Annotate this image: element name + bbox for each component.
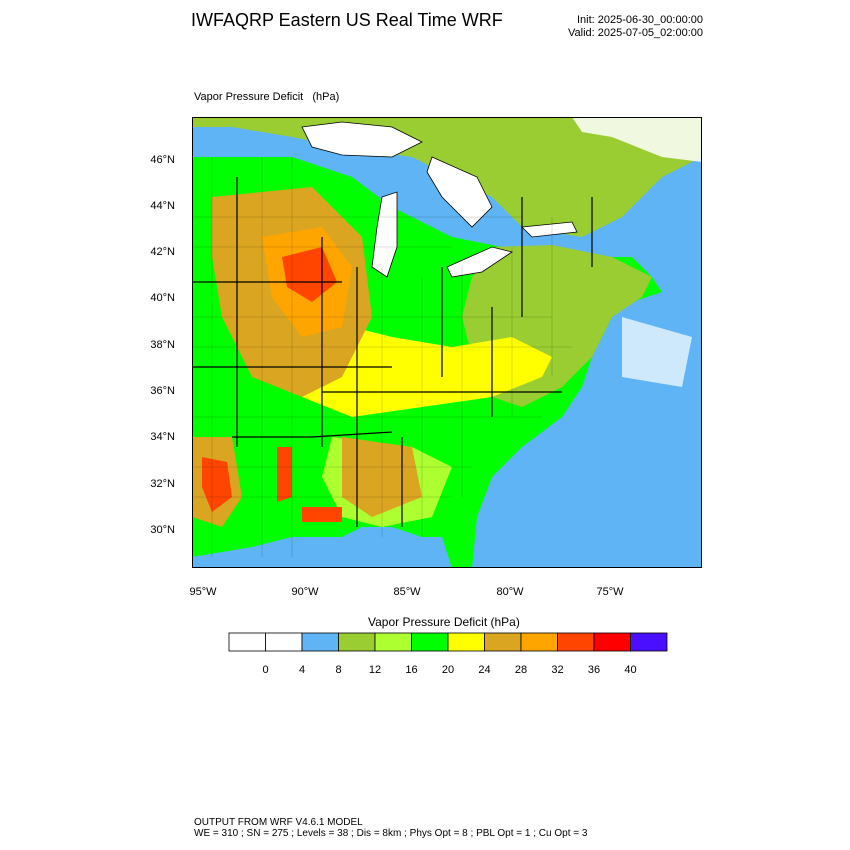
map-panel (192, 117, 702, 568)
colorbar-tick-label: 24 (478, 664, 491, 676)
footer-model-line: OUTPUT FROM WRF V4.6.1 MODEL (194, 817, 363, 828)
colorbar-swatch (301, 632, 339, 652)
lake-superior (301, 121, 423, 158)
colorbar-tick-label: 36 (587, 664, 601, 676)
lat-label-34: 34°N (150, 431, 175, 443)
lake-ontario (521, 221, 578, 238)
lon-label-75: 75°W (596, 586, 624, 598)
lat-label-36: 36°N (150, 385, 175, 397)
colorbar-swatch (520, 632, 558, 652)
map-border (192, 117, 702, 568)
colorbar-tick-label: 0 (262, 664, 269, 676)
mississippi-hotspot (277, 447, 292, 502)
colorbar-title: Vapor Pressure Deficit (hPa) (368, 615, 520, 629)
canada-land (192, 117, 702, 237)
init-time: Init: 2025-06-30_00:00:00 (577, 14, 703, 26)
lake-erie (446, 246, 513, 278)
colorbar-swatch (338, 632, 376, 652)
lake-michigan (371, 191, 398, 278)
lat-label-38: 38°N (150, 339, 175, 351)
illinois-hotspot (282, 247, 337, 302)
county-borders (192, 157, 572, 557)
colorbar-tick-label: 8 (335, 664, 342, 676)
ocean-low-vpd-patch (622, 317, 692, 387)
valid-time: Valid: 2025-07-05_02:00:00 (568, 27, 703, 39)
colorbar-swatch (228, 632, 266, 652)
field-label: Vapor Pressure Deficit (hPa) (194, 91, 340, 103)
lake-huron (426, 156, 493, 228)
lat-label-30: 30°N (150, 524, 175, 536)
texas-hotspot (202, 457, 232, 512)
colorbar-tick-label: 40 (624, 664, 637, 676)
lon-label-80: 80°W (496, 586, 524, 598)
lat-label-44: 44°N (150, 200, 175, 212)
colorbar-swatch (593, 632, 631, 652)
lat-label-32: 32°N (150, 478, 175, 490)
footer-config-line: WE = 310 ; SN = 275 ; Levels = 38 ; Dis … (194, 828, 588, 839)
vpd-map (192, 117, 702, 568)
lat-label-46: 46°N (150, 154, 175, 166)
colorbar-swatch (411, 632, 449, 652)
colorbar-tick-label: 20 (441, 664, 455, 676)
lon-label-85: 85°W (393, 586, 421, 598)
colorbar-swatch (630, 632, 668, 652)
colorbar-tick-label: 16 (405, 664, 418, 676)
colorbar-swatch (447, 632, 485, 652)
colorbar-swatch (374, 632, 412, 652)
lon-label-95: 95°W (189, 586, 217, 598)
colorbar-tick-label: 28 (514, 664, 528, 676)
lat-label-40: 40°N (150, 292, 175, 304)
colorbar-swatch (484, 632, 522, 652)
colorbar-tick-label: 32 (551, 664, 564, 676)
colorbar-tick-label: 4 (298, 664, 306, 676)
state-borders (192, 177, 593, 527)
lon-label-90: 90°W (291, 586, 319, 598)
plot-title: IWFAQRP Eastern US Real Time WRF (191, 10, 503, 30)
colorbar-swatch (557, 632, 595, 652)
low-vpd-region-north (572, 117, 702, 162)
lat-label-42: 42°N (150, 246, 175, 258)
colorbar-tick-label: 12 (368, 664, 382, 676)
colorbar (228, 632, 668, 652)
gulf-coast-hotspot (302, 507, 342, 522)
colorbar-swatch (265, 632, 303, 652)
